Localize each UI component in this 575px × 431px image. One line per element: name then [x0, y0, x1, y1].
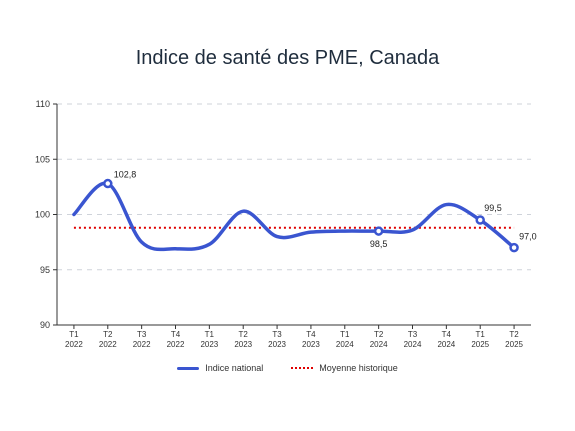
- x-tick-label-quarter: T1: [476, 330, 486, 339]
- x-tick-label-year: 2023: [234, 340, 252, 349]
- x-tick-label-quarter: T2: [239, 330, 249, 339]
- grid-lines: [57, 103, 531, 271]
- series-layer: [72, 178, 519, 253]
- x-tick-label-year: 2024: [370, 340, 388, 349]
- x-tick-label-quarter: T1: [340, 330, 350, 339]
- x-tick-label-quarter: T3: [272, 330, 282, 339]
- y-tick-label: 95: [40, 265, 50, 275]
- legend-label-historical: Moyenne historique: [319, 363, 398, 373]
- x-tick-label-year: 2022: [65, 340, 83, 349]
- y-tick-label: 90: [40, 320, 50, 330]
- chart-title: Indice de santé des PME, Canada: [135, 47, 440, 69]
- x-tick-label-quarter: T4: [171, 330, 181, 339]
- y-tick-label: 100: [35, 210, 50, 220]
- x-tick-label-year: 2024: [404, 340, 422, 349]
- x-tick-label-quarter: T3: [137, 330, 147, 339]
- data-label: 99,5: [484, 203, 502, 213]
- x-tick-label-year: 2025: [505, 340, 523, 349]
- data-point-marker: [373, 226, 384, 236]
- y-axis: 90 95 100 105 110: [35, 99, 58, 330]
- y-tick-label: 105: [35, 154, 50, 164]
- x-tick-label-quarter: T3: [408, 330, 418, 339]
- x-tick-label-quarter: T2: [374, 330, 384, 339]
- x-tick-label-year: 2024: [437, 340, 455, 349]
- data-point-marker: [103, 178, 113, 189]
- legend-item-historical[interactable]: Moyenne historique: [291, 363, 398, 373]
- legend-label-national: Indice national: [205, 363, 264, 373]
- data-label: 98,5: [370, 239, 388, 249]
- x-tick-label-year: 2023: [302, 340, 320, 349]
- x-tick-label-quarter: T4: [442, 330, 452, 339]
- x-tick-label-quarter: T2: [103, 330, 113, 339]
- x-tick-label-year: 2024: [336, 340, 354, 349]
- x-tick-label-quarter: T1: [69, 330, 79, 339]
- x-tick-label-quarter: T1: [205, 330, 215, 339]
- data-label: 97,0: [519, 232, 537, 242]
- legend: Indice national Moyenne historique: [0, 363, 575, 373]
- legend-item-national[interactable]: Indice national: [177, 363, 263, 373]
- x-axis: T12022T22022T32022T42022T12023T22023T320…: [57, 324, 531, 349]
- x-tick-label-year: 2022: [133, 340, 151, 349]
- x-tick-label-year: 2023: [268, 340, 286, 349]
- y-tick-label: 110: [36, 99, 50, 109]
- x-tick-label-year: 2023: [200, 340, 218, 349]
- data-point-marker: [475, 215, 485, 225]
- data-point-marker: [509, 242, 519, 253]
- legend-swatch-historical: [291, 367, 314, 369]
- x-tick-label-quarter: T2: [509, 330, 519, 339]
- x-tick-label-quarter: T4: [306, 330, 316, 339]
- data-label: 102,8: [114, 170, 137, 180]
- x-tick-label-year: 2025: [471, 340, 489, 349]
- data-labels: 102,8 98,5 99,5 97,0: [114, 170, 537, 250]
- x-tick-label-year: 2022: [167, 340, 185, 349]
- x-tick-label-year: 2022: [99, 340, 117, 349]
- legend-swatch-national: [177, 366, 200, 370]
- series-line-national: [72, 181, 516, 252]
